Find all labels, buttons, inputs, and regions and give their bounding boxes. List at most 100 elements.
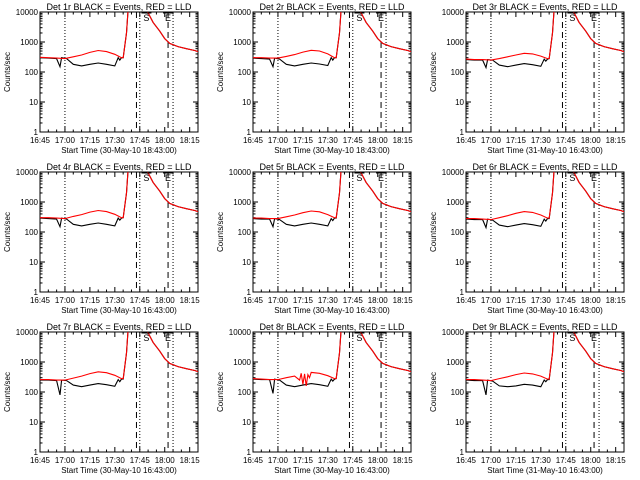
marker-label-s: S	[356, 173, 362, 183]
series-line-black	[253, 332, 411, 394]
x-axis-label: Start Time (30-May-10 16:43:00)	[61, 466, 177, 475]
y-tick-label: 10	[29, 258, 38, 267]
y-tick-label: 100	[451, 228, 465, 237]
y-axis-label: Counts/sec	[3, 52, 12, 92]
plot-frame	[465, 331, 625, 453]
panel-det-2: Det 2r BLACK = Events, RED = LLD 1 10 100 10…	[216, 2, 413, 155]
x-tick-label: 17:00	[481, 456, 502, 465]
x-tick-label: 17:45	[556, 456, 577, 465]
x-axis-label: Start Time (30-May-10 16:43:00)	[274, 306, 390, 315]
series-line-red	[253, 332, 411, 386]
series-line-black	[40, 172, 198, 229]
series-line-red	[253, 12, 411, 59]
x-tick-label: 17:45	[343, 296, 364, 305]
x-tick-label: 17:45	[556, 296, 577, 305]
plot-frame	[39, 331, 199, 453]
x-tick-label: 17:30	[105, 456, 126, 465]
x-tick-label: 18:00	[155, 456, 176, 465]
panel-det-8: Det 8r BLACK = Events, RED = LLD 1 10 100 10…	[216, 322, 413, 475]
y-tick-label: 10	[242, 258, 251, 267]
marker-label-e: E	[378, 173, 384, 183]
y-tick-label: 10	[29, 98, 38, 107]
x-tick-label: 18:15	[606, 136, 627, 145]
y-tick-label: 1	[34, 128, 39, 137]
x-tick-label: 17:45	[343, 136, 364, 145]
plot-frame	[252, 331, 412, 453]
x-tick-label: 17:30	[318, 296, 339, 305]
y-axis-label: Counts/sec	[216, 52, 225, 92]
x-tick-label: 17:15	[506, 136, 527, 145]
y-axis-label: Counts/sec	[3, 372, 12, 412]
x-axis-label: Start Time (30-May-10 16:43:00)	[61, 306, 177, 315]
y-tick-label: 10	[242, 98, 251, 107]
marker-label-e: E	[591, 13, 597, 23]
y-tick-label: 10000	[16, 8, 39, 17]
x-tick-label: 18:15	[393, 456, 414, 465]
x-tick-label: 18:15	[393, 296, 414, 305]
y-tick-label: 1	[460, 448, 465, 457]
series-group	[40, 12, 198, 69]
y-tick-label: 1	[247, 448, 252, 457]
marker-label-s: S	[569, 173, 575, 183]
panel-det-7: Det 7r BLACK = Events, RED = LLD 1 10 100 10…	[3, 322, 200, 475]
y-tick-label: 1	[247, 288, 252, 297]
x-tick-label: 17:00	[55, 136, 76, 145]
plot-frame	[252, 11, 412, 133]
panel-det-9: Det 9r BLACK = Events, RED = LLD 1 10 100 10…	[429, 322, 626, 475]
series-line-black	[466, 332, 624, 396]
plot-frame	[252, 171, 412, 293]
x-tick-label: 17:00	[481, 296, 502, 305]
y-tick-label: 10000	[442, 168, 465, 177]
y-tick-label: 10	[455, 98, 464, 107]
x-tick-label: 18:15	[393, 136, 414, 145]
marker-label-e: E	[378, 333, 384, 343]
x-tick-label: 18:15	[606, 296, 627, 305]
series-group	[466, 12, 624, 70]
y-tick-label: 100	[238, 228, 252, 237]
y-tick-label: 1	[460, 288, 465, 297]
x-tick-label: 18:00	[368, 136, 389, 145]
x-tick-label: 17:00	[481, 136, 502, 145]
x-tick-label: 17:45	[130, 456, 151, 465]
y-tick-label: 100	[25, 388, 39, 397]
x-tick-label: 16:45	[30, 456, 51, 465]
panel-title: Det 8r BLACK = Events, RED = LLD	[259, 322, 405, 332]
panel-title: Det 6r BLACK = Events, RED = LLD	[472, 162, 618, 172]
marker-label-e: E	[591, 333, 597, 343]
x-tick-label: 18:00	[581, 136, 602, 145]
y-tick-label: 1000	[233, 38, 251, 47]
series-line-red	[466, 12, 624, 61]
x-tick-label: 16:45	[30, 136, 51, 145]
x-tick-label: 17:15	[80, 296, 101, 305]
x-tick-label: 17:30	[531, 296, 552, 305]
x-tick-label: 16:45	[456, 296, 477, 305]
x-tick-label: 17:00	[55, 456, 76, 465]
x-tick-label: 17:30	[318, 456, 339, 465]
x-axis-label: Start Time (30-May-10 16:43:00)	[487, 306, 603, 315]
series-line-black	[466, 172, 624, 230]
marker-label-s: S	[143, 333, 149, 343]
y-tick-label: 100	[238, 388, 252, 397]
marker-label-s: S	[143, 173, 149, 183]
x-tick-label: 17:45	[343, 456, 364, 465]
x-tick-label: 18:00	[581, 456, 602, 465]
x-tick-label: 17:00	[268, 296, 289, 305]
series-line-red	[466, 332, 624, 382]
x-tick-label: 17:00	[268, 136, 289, 145]
x-tick-label: 17:30	[105, 296, 126, 305]
y-tick-label: 100	[451, 388, 465, 397]
panel-title: Det 2r BLACK = Events, RED = LLD	[259, 2, 405, 12]
y-tick-label: 1	[34, 448, 39, 457]
x-tick-label: 18:00	[368, 456, 389, 465]
marker-label-s: S	[356, 13, 362, 23]
y-tick-label: 10000	[16, 328, 39, 337]
plot-frame	[465, 171, 625, 293]
y-tick-label: 10	[29, 418, 38, 427]
panel-title: Det 9r BLACK = Events, RED = LLD	[472, 322, 618, 332]
series-group	[40, 332, 198, 396]
x-tick-label: 17:00	[268, 456, 289, 465]
x-tick-label: 16:45	[30, 296, 51, 305]
series-line-red	[466, 172, 624, 221]
x-tick-label: 16:45	[243, 456, 264, 465]
y-tick-label: 1000	[20, 38, 38, 47]
